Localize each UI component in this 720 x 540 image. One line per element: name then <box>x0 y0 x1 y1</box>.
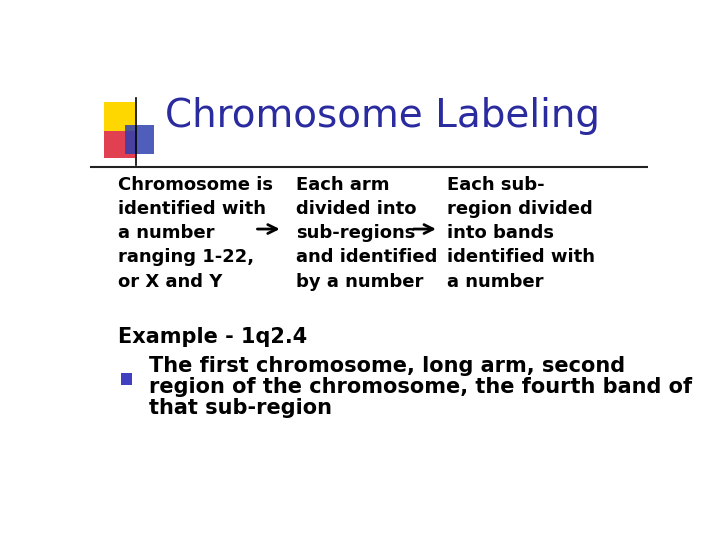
Text: region of the chromosome, the fourth band of: region of the chromosome, the fourth ban… <box>148 377 692 397</box>
Text: Each sub-
region divided
into bands
identified with
a number: Each sub- region divided into bands iden… <box>447 176 595 291</box>
Text: Each arm
divided into
sub-regions
and identified
by a number: Each arm divided into sub-regions and id… <box>297 176 438 291</box>
Text: that sub-region: that sub-region <box>148 398 332 418</box>
Bar <box>104 131 135 158</box>
Bar <box>121 373 132 385</box>
Text: Chromosome is
identified with
a number
ranging 1-22,
or X and Y: Chromosome is identified with a number r… <box>118 176 273 291</box>
Text: The first chromosome, long arm, second: The first chromosome, long arm, second <box>148 356 625 376</box>
Text: Example - 1q2.4: Example - 1q2.4 <box>118 327 307 347</box>
Text: Chromosome Labeling: Chromosome Labeling <box>166 97 600 134</box>
Bar <box>125 125 153 154</box>
Bar <box>104 102 135 133</box>
